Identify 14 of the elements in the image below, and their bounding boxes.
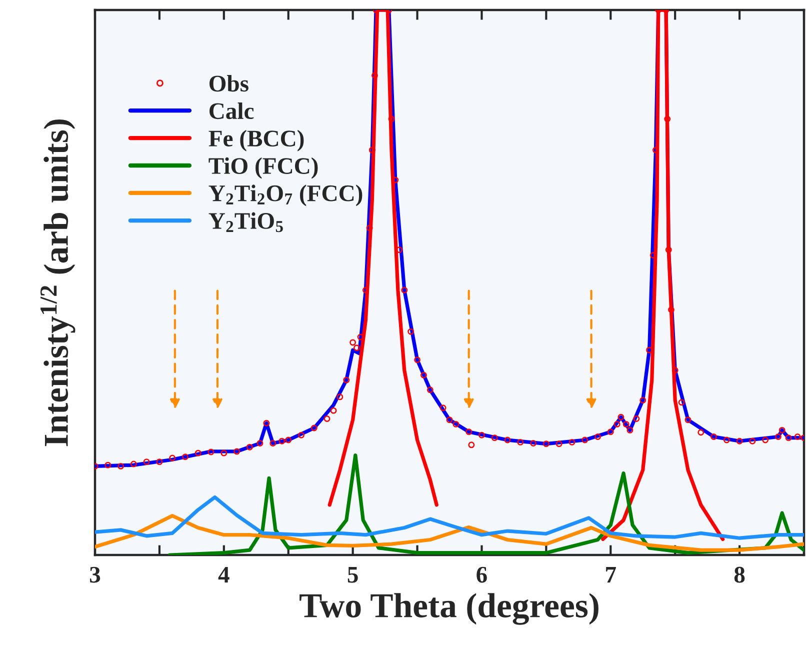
- legend-label: TiO (FCC): [208, 157, 318, 179]
- x-tick-label: 5: [348, 567, 358, 583]
- y-axis-title: Intenisty$^{1/2}$ (arb units): [40, 120, 76, 446]
- x-tick-label: 7: [606, 567, 616, 582]
- x-axis-title: Two Theta (degrees): [300, 593, 598, 625]
- legend-label: Obs: [210, 74, 248, 92]
- legend-label: Fe (BCC): [208, 130, 304, 152]
- legend-label: Y$_{2}$Ti$_{2}$O$_{7}$ (FCC): [208, 184, 362, 206]
- x-tick-label: 8: [734, 566, 745, 583]
- legend-label: Calc: [210, 102, 254, 120]
- x-tick-label: 6: [476, 566, 487, 583]
- x-tick-label: 3: [90, 566, 100, 583]
- legend-label: Y$_{2}$TiO$_{5}$: [208, 212, 283, 232]
- x-tick-label: 4: [218, 566, 230, 582]
